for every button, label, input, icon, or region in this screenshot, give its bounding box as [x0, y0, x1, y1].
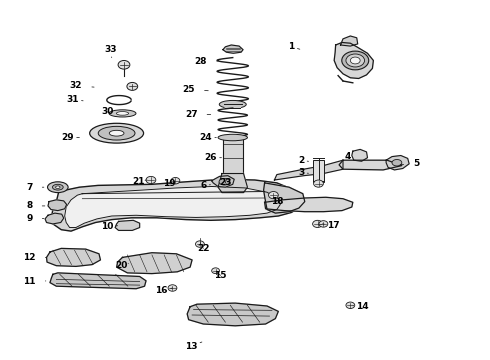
Text: 25: 25 — [182, 85, 208, 94]
Text: 20: 20 — [115, 261, 128, 270]
Text: 29: 29 — [61, 133, 79, 142]
Text: 11: 11 — [23, 277, 46, 286]
Ellipse shape — [98, 126, 135, 140]
Polygon shape — [274, 160, 343, 180]
Polygon shape — [51, 179, 303, 231]
Text: 19: 19 — [163, 179, 175, 188]
Circle shape — [196, 241, 204, 247]
Polygon shape — [45, 213, 64, 224]
Text: 24: 24 — [199, 133, 216, 142]
Text: 16: 16 — [155, 287, 172, 295]
Polygon shape — [218, 174, 247, 193]
Text: 27: 27 — [185, 110, 211, 119]
Text: 33: 33 — [104, 45, 117, 58]
Text: 7: 7 — [26, 183, 44, 192]
Polygon shape — [265, 197, 353, 212]
Ellipse shape — [55, 186, 60, 189]
Ellipse shape — [219, 179, 230, 185]
Polygon shape — [386, 156, 409, 170]
Text: 3: 3 — [298, 168, 309, 177]
Circle shape — [171, 177, 180, 184]
Ellipse shape — [48, 182, 68, 193]
Ellipse shape — [342, 51, 369, 70]
Text: 9: 9 — [26, 214, 44, 223]
Text: 23: 23 — [219, 178, 232, 187]
Text: 10: 10 — [100, 222, 118, 231]
Circle shape — [314, 180, 323, 187]
Circle shape — [313, 220, 322, 228]
Ellipse shape — [109, 110, 136, 117]
Text: 1: 1 — [289, 42, 300, 51]
Polygon shape — [117, 253, 192, 274]
Circle shape — [127, 82, 138, 90]
Circle shape — [269, 192, 278, 199]
Ellipse shape — [90, 123, 144, 143]
Polygon shape — [352, 149, 368, 161]
Ellipse shape — [220, 100, 246, 108]
Polygon shape — [334, 42, 373, 78]
Text: 22: 22 — [197, 244, 210, 253]
Text: 30: 30 — [101, 107, 114, 116]
Text: 31: 31 — [66, 94, 83, 104]
FancyBboxPatch shape — [313, 160, 324, 182]
Ellipse shape — [109, 130, 124, 136]
Text: 21: 21 — [132, 177, 147, 186]
Text: 13: 13 — [185, 342, 202, 351]
Text: 14: 14 — [353, 302, 369, 311]
FancyBboxPatch shape — [223, 138, 243, 174]
Circle shape — [319, 221, 328, 227]
Text: 26: 26 — [204, 153, 221, 162]
Ellipse shape — [346, 54, 365, 67]
Polygon shape — [224, 104, 242, 108]
Text: 6: 6 — [200, 181, 211, 190]
Circle shape — [118, 60, 130, 69]
Ellipse shape — [52, 184, 63, 190]
Polygon shape — [187, 303, 278, 326]
Polygon shape — [48, 200, 67, 211]
Circle shape — [168, 285, 177, 291]
Polygon shape — [212, 176, 234, 187]
Polygon shape — [115, 220, 140, 230]
Circle shape — [212, 268, 220, 274]
Ellipse shape — [117, 112, 128, 115]
Text: 32: 32 — [70, 81, 94, 90]
Text: 5: 5 — [400, 159, 419, 168]
Polygon shape — [264, 183, 305, 213]
Text: 8: 8 — [26, 202, 45, 210]
Ellipse shape — [392, 159, 402, 166]
Ellipse shape — [218, 134, 247, 141]
Polygon shape — [47, 248, 100, 266]
Text: 28: 28 — [195, 57, 217, 66]
Text: 18: 18 — [270, 197, 283, 206]
Polygon shape — [341, 36, 358, 46]
Text: 15: 15 — [214, 271, 227, 280]
Ellipse shape — [350, 57, 360, 64]
Circle shape — [346, 302, 355, 309]
Polygon shape — [50, 273, 146, 289]
Polygon shape — [65, 186, 280, 228]
Polygon shape — [339, 160, 402, 170]
Text: 12: 12 — [23, 253, 46, 262]
Text: 4: 4 — [344, 152, 351, 161]
Polygon shape — [223, 45, 243, 53]
Text: 2: 2 — [298, 156, 309, 165]
Text: 17: 17 — [322, 220, 340, 230]
Circle shape — [146, 176, 156, 184]
